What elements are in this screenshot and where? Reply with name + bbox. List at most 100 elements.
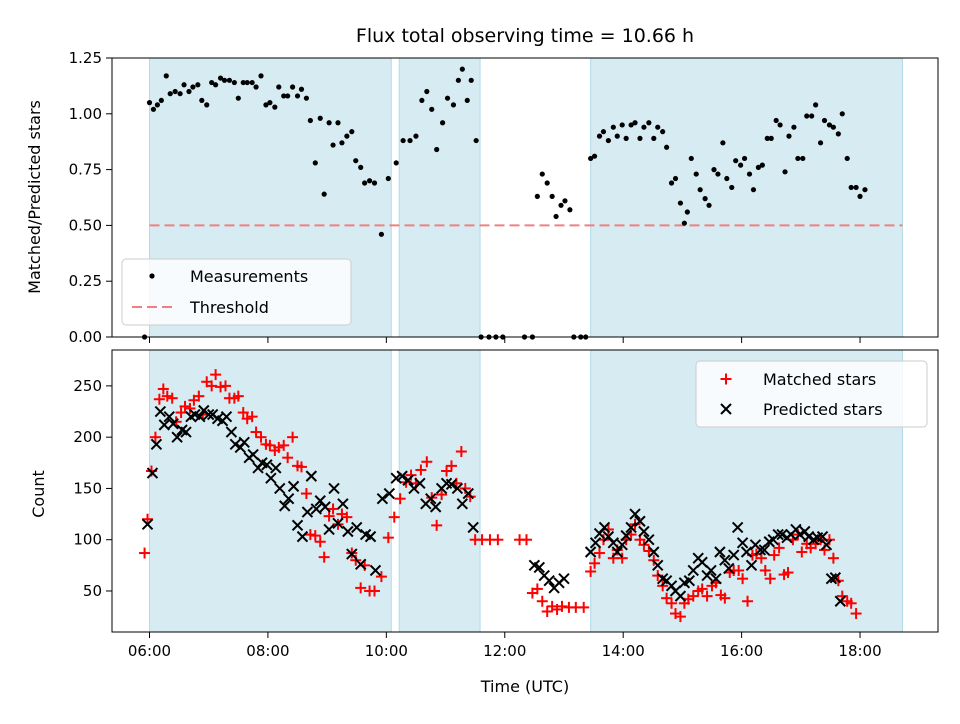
measurement-point [249,79,255,86]
measurement-point [795,155,801,162]
measurement-point [738,162,744,168]
measurement-point [154,102,160,108]
top-plot-frame [111,57,939,338]
matched-star-point [237,407,249,419]
measurement-point [358,164,364,170]
predicted-star-point [425,492,437,505]
matched-star-point [742,595,754,607]
matched-star-point [300,488,312,500]
predicted-star-point [342,525,354,538]
predicted-star-point [558,572,570,585]
predicted-star-point [451,482,464,495]
top-legend: Measurements Threshold [121,258,352,326]
predicted-star-point [745,559,758,572]
matched-star-point [759,564,771,576]
measurement-point [651,135,657,141]
predicted-star-point [180,426,192,438]
matched-star-point [304,529,316,541]
measurement-point [791,124,797,130]
matched-star-point [157,383,169,395]
measurement-point [335,120,341,126]
predicted-star-point [754,544,767,556]
predicted-star-point [652,559,664,572]
matched-star-point [250,426,262,438]
predicted-star-point [154,405,167,418]
predicted-star-point [141,518,154,531]
measurement-point [729,184,735,191]
measurement-point [393,160,399,166]
bottom-y-tick-label: 50 [83,582,102,600]
legend-predicted-label: Predicted stars [763,400,883,419]
predicted-star-point [820,539,833,551]
bottom-y-tick-label: 200 [73,428,102,446]
matched-star-point [287,431,299,443]
matched-star-point [295,461,307,473]
matched-star-point [701,590,713,602]
measurement-point [263,102,269,108]
measurement-point [450,102,457,108]
predicted-star-point [301,506,314,518]
legend-measurement-marker [149,273,155,279]
matched-star-point [850,608,862,620]
predicted-star-point [714,546,726,558]
matched-star-point [382,532,394,544]
predicted-star-point [705,564,717,577]
matched-star-point [184,402,196,414]
matched-star-point [652,570,664,582]
measurement-point [553,213,559,220]
measurement-point [558,202,564,208]
measurement-point [724,175,730,182]
measurement-point [307,117,313,124]
predicted-star-point [533,561,546,574]
matched-star-point [719,592,731,604]
matched-star-point [782,567,794,579]
measurement-point [637,135,643,141]
matched-star-point [273,441,285,453]
measurement-point [312,160,318,166]
measurement-point [660,129,666,135]
measurement-point [362,180,368,186]
measurement-point [782,169,788,175]
bottom-legend-box [695,360,928,428]
measurement-point [407,137,413,144]
predicted-star-point [282,492,295,505]
matched-star-point [142,513,154,525]
measurement-point [349,129,355,135]
predicted-star-point [740,546,753,558]
measurement-point [473,137,479,144]
measurement-point [378,231,385,237]
predicted-star-point [648,546,660,558]
measurement-point [773,117,779,124]
predicted-star-point [462,487,474,500]
predicted-star-point [429,501,442,513]
matched-star-point [264,439,276,451]
legend-matched-label: Matched stars [763,370,876,389]
matched-star-point [327,503,339,515]
bottom-y-axis-label: Count [29,470,48,518]
predicted-star-point [278,500,291,512]
measurement-point [146,100,153,106]
predicted-star-point [225,426,238,438]
measurement-point [600,129,607,135]
measurement-point [317,115,323,121]
predicted-star-point [167,418,179,430]
predicted-star-point [274,482,286,495]
matched-star-point [796,546,808,558]
measurement-point [258,73,264,79]
matched-star-point [175,407,187,419]
matched-star-point [210,369,222,381]
matched-star-point [578,601,590,613]
predicted-star-point [598,521,611,534]
bottom-plot-frame [111,349,939,633]
measurement-point [344,133,350,139]
predicted-star-point [816,530,829,543]
matched-star-point [638,539,650,551]
measurement-point [213,82,219,88]
measurement-point [715,171,721,177]
measurement-point [429,106,435,112]
x-tick-label: 14:00 [602,642,645,660]
measurement-point [209,79,215,86]
measurement-point [253,84,259,90]
matched-star-point [520,534,532,546]
